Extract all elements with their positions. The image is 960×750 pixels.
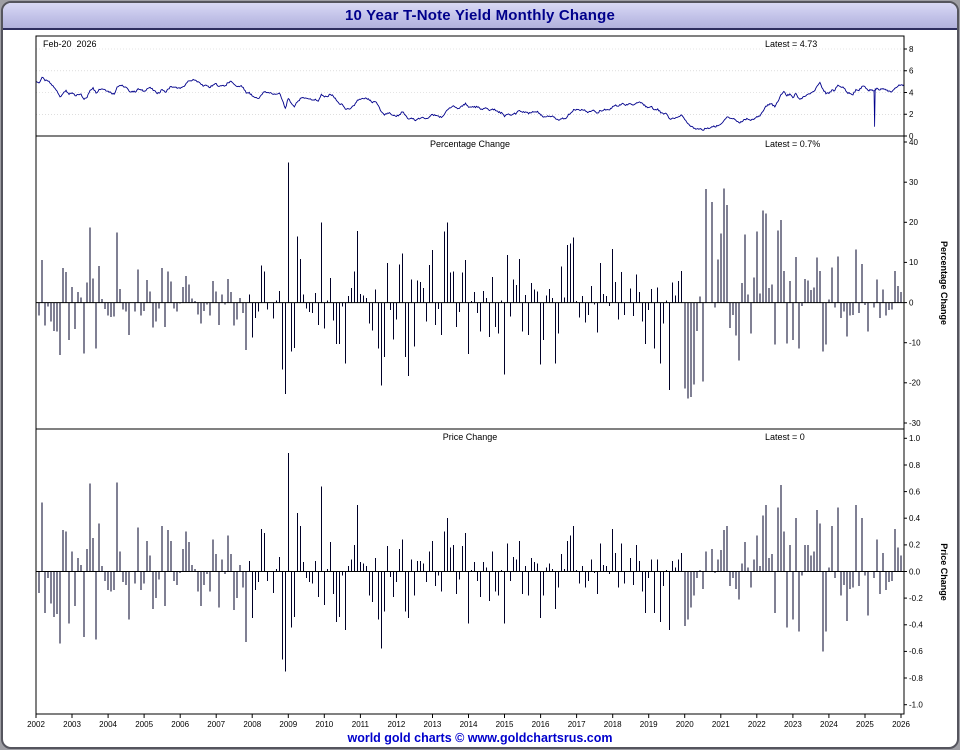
svg-text:2012: 2012 bbox=[388, 720, 406, 729]
svg-text:2008: 2008 bbox=[243, 720, 261, 729]
svg-text:-0.4: -0.4 bbox=[909, 621, 923, 630]
chart-svg: 86420403020100-10-20-301.00.80.60.40.20.… bbox=[27, 35, 949, 729]
top-panel-gridlines bbox=[36, 48, 904, 115]
svg-text:6: 6 bbox=[909, 67, 914, 76]
svg-text:0.2: 0.2 bbox=[909, 541, 921, 550]
svg-text:2009: 2009 bbox=[279, 720, 297, 729]
yield-line bbox=[35, 76, 905, 131]
svg-text:0.4: 0.4 bbox=[909, 514, 921, 523]
svg-text:2005: 2005 bbox=[135, 720, 153, 729]
svg-text:2004: 2004 bbox=[99, 720, 117, 729]
svg-text:2017: 2017 bbox=[568, 720, 586, 729]
svg-text:-0.8: -0.8 bbox=[909, 674, 923, 683]
footer-credit: world gold charts © www.goldchartsrus.co… bbox=[3, 729, 957, 747]
price-change-title: Price Change bbox=[443, 432, 498, 442]
percentage-change-axis-title: Percentage Change bbox=[939, 241, 949, 325]
svg-text:1.0: 1.0 bbox=[909, 434, 921, 443]
svg-text:-0.6: -0.6 bbox=[909, 647, 923, 656]
svg-text:2023: 2023 bbox=[784, 720, 802, 729]
svg-text:2002: 2002 bbox=[27, 720, 45, 729]
svg-text:2019: 2019 bbox=[640, 720, 658, 729]
svg-text:0: 0 bbox=[909, 298, 914, 307]
date-label: Feb-20 2026 bbox=[43, 39, 97, 49]
data-glitch-spike bbox=[873, 88, 876, 127]
svg-text:-0.2: -0.2 bbox=[909, 594, 923, 603]
svg-text:4: 4 bbox=[909, 88, 914, 97]
svg-text:0: 0 bbox=[909, 132, 914, 141]
svg-text:2025: 2025 bbox=[856, 720, 874, 729]
svg-text:2022: 2022 bbox=[748, 720, 766, 729]
svg-text:2013: 2013 bbox=[424, 720, 442, 729]
percentage-change-title: Percentage Change bbox=[430, 139, 510, 149]
svg-text:-1.0: -1.0 bbox=[909, 700, 923, 709]
svg-text:2007: 2007 bbox=[207, 720, 225, 729]
svg-text:-30: -30 bbox=[909, 419, 921, 428]
svg-text:2: 2 bbox=[909, 110, 914, 119]
svg-text:2026: 2026 bbox=[892, 720, 910, 729]
price-change-bars bbox=[38, 452, 905, 672]
panel-borders bbox=[35, 35, 905, 715]
y-axis-ticks: 86420403020100-10-20-301.00.80.60.40.20.… bbox=[904, 45, 923, 709]
svg-text:2024: 2024 bbox=[820, 720, 838, 729]
svg-text:8: 8 bbox=[909, 45, 914, 54]
svg-text:2014: 2014 bbox=[460, 720, 478, 729]
svg-text:0.0: 0.0 bbox=[909, 567, 921, 576]
svg-text:2021: 2021 bbox=[712, 720, 730, 729]
svg-text:2015: 2015 bbox=[496, 720, 514, 729]
yield-latest-label: Latest = 4.73 bbox=[765, 39, 817, 49]
svg-text:-20: -20 bbox=[909, 379, 921, 388]
svg-text:2006: 2006 bbox=[171, 720, 189, 729]
footer-text: world gold charts © www.goldchartsrus.co… bbox=[347, 731, 613, 745]
svg-text:2016: 2016 bbox=[532, 720, 550, 729]
percentage-change-bars bbox=[38, 162, 905, 399]
svg-text:30: 30 bbox=[909, 178, 918, 187]
svg-text:2011: 2011 bbox=[352, 720, 370, 729]
svg-text:10: 10 bbox=[909, 258, 918, 267]
percentage-change-latest-label: Latest = 0.7% bbox=[765, 139, 820, 149]
price-change-axis-title: Price Change bbox=[939, 543, 949, 601]
page-title: 10 Year T-Note Yield Monthly Change bbox=[344, 7, 616, 24]
x-axis: 2002 2003 2004 2005 2006 2007 2008 2009 2010 2011… bbox=[27, 714, 910, 729]
title-bar: 10 Year T-Note Yield Monthly Change bbox=[3, 3, 957, 30]
panel-labels: Feb-20 2026 Latest = 4.73 Percentage Chang… bbox=[43, 39, 820, 442]
svg-text:2020: 2020 bbox=[676, 720, 694, 729]
svg-text:2003: 2003 bbox=[63, 720, 81, 729]
svg-text:0.6: 0.6 bbox=[909, 487, 921, 496]
svg-text:0.8: 0.8 bbox=[909, 461, 921, 470]
svg-text:-10: -10 bbox=[909, 339, 921, 348]
svg-text:40: 40 bbox=[909, 138, 918, 147]
price-change-latest-label: Latest = 0 bbox=[765, 432, 805, 442]
svg-text:20: 20 bbox=[909, 218, 918, 227]
svg-text:2018: 2018 bbox=[604, 720, 622, 729]
svg-text:2010: 2010 bbox=[315, 720, 333, 729]
